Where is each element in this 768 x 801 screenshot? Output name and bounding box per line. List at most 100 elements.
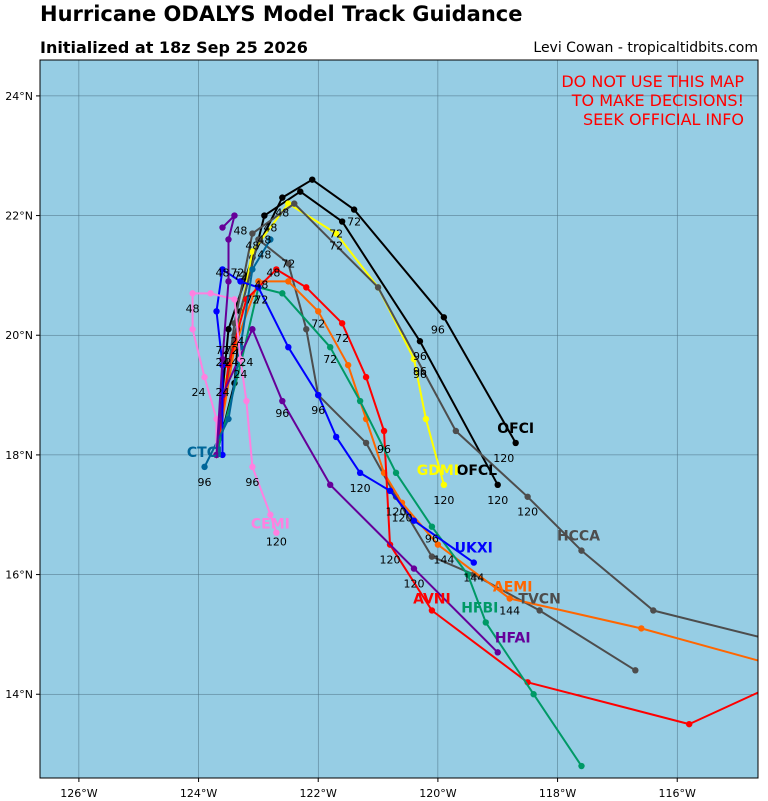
track-point-ofcl (494, 481, 501, 489)
credit-text: Levi Cowan - tropicaltidbits.com (533, 40, 758, 56)
model-label-ofcl: OFCL (456, 463, 497, 479)
model-label-aemi: AEMI (493, 580, 533, 596)
forecast-hour-label: 24 (215, 386, 229, 399)
track-point-cemi (189, 326, 196, 333)
forecast-hour-label: 48 (275, 207, 289, 220)
track-point-hfbi (392, 469, 400, 477)
forecast-hour-label: 48 (266, 266, 280, 279)
forecast-hour-label: 24 (215, 356, 229, 369)
track-point-gdmi (332, 230, 340, 237)
forecast-hour-label: 48 (215, 266, 229, 279)
model-label-gdmi: GDMI (417, 463, 459, 479)
lon-tick-label: 118°W (539, 787, 576, 800)
forecast-hour-label: 96 (413, 365, 427, 378)
track-point-tvcn (303, 326, 310, 333)
forecast-hour-label: 72 (329, 228, 343, 241)
track-point-aemi (434, 541, 442, 548)
track-point-tvcn (362, 439, 370, 447)
lon-tick-label: 116°W (659, 787, 696, 800)
forecast-hour-label: 48 (257, 234, 271, 247)
track-point-unnamed-12 (225, 236, 232, 243)
forecast-hour-label: 96 (425, 533, 439, 546)
track-point-ctci (201, 463, 208, 471)
forecast-hour-label: 24 (239, 356, 253, 369)
forecast-hour-label: 72 (230, 266, 244, 279)
forecast-hour-label: 96 (245, 476, 259, 489)
track-point-aemi (285, 278, 292, 285)
model-label-hfai: HFAI (495, 630, 531, 646)
forecast-hour-label: 144 (499, 604, 520, 617)
model-tracks (189, 176, 758, 770)
forecast-hour-label: 120 (386, 506, 407, 519)
track-point-ofcl (297, 188, 304, 195)
track-point-hcca (757, 636, 758, 639)
track-point-cemi (243, 397, 250, 405)
track-point-unnamed-12 (219, 355, 226, 363)
forecast-hour-label: 96 (413, 350, 427, 363)
model-label-avni: AVNI (413, 592, 451, 608)
forecast-hour-label: 48 (186, 302, 200, 315)
track-point-avni (757, 690, 758, 693)
forecast-hour-label: 72 (311, 317, 325, 330)
track-point-ctci (225, 415, 232, 423)
track-point-hfbi (326, 344, 334, 351)
track-point-avni (362, 373, 370, 381)
lat-tick-label: 16°N (5, 569, 33, 582)
track-point-ctci (267, 236, 274, 243)
track-point-cemi (201, 373, 208, 381)
track-point-avni (685, 720, 693, 728)
track-point-cemi (267, 511, 274, 518)
forecast-hour-label: 48 (257, 248, 271, 261)
track-point-ofci (440, 314, 448, 321)
track-point-tvcn (428, 553, 436, 560)
model-label-hcca: HCCA (557, 529, 600, 545)
track-point-cemi (237, 355, 244, 363)
forecast-hour-label: 24 (224, 356, 238, 369)
track-point-ofcl (261, 212, 268, 219)
track-point-hcca (524, 493, 531, 500)
track-point-hcca (650, 607, 657, 614)
track-point-ctci (249, 266, 256, 273)
forecast-hour-label: 120 (391, 512, 412, 525)
warning-line: TO MAKE DECISIONS! (571, 91, 744, 110)
lat-tick-label: 18°N (5, 449, 33, 462)
forecast-hour-label: 96 (198, 476, 212, 489)
track-point-tvcn (536, 607, 543, 614)
forecast-hour-label: 72 (254, 293, 268, 306)
track-point-ukxi (219, 266, 226, 273)
track-point-avni (380, 427, 388, 435)
track-point-hfai (494, 649, 501, 656)
forecast-hour-label: 48 (263, 222, 277, 235)
forecast-hour-label: 120 (487, 494, 508, 507)
track-point-ukxi (315, 391, 322, 399)
forecast-hour-label: 72 (245, 293, 259, 306)
track-point-ofci (309, 176, 316, 183)
track-point-aemi (315, 308, 322, 315)
track-point-hfbi (464, 571, 472, 578)
forecast-hour-label: 48 (254, 278, 268, 291)
track-point-gdmi (285, 200, 292, 207)
forecast-hour-label: 72 (215, 344, 229, 357)
track-point-cemi (189, 290, 196, 297)
axis-ticks: 126°W 124°W 122°W 120°W 118°W 116°W 14°N 16°N 18… (5, 90, 696, 800)
track-point-ukxi (285, 344, 292, 351)
forecast-hour-label: 120 (350, 482, 371, 495)
track-point-ukxi (470, 559, 477, 566)
track-point-avni (273, 266, 280, 273)
forecast-hour-label: 72 (281, 257, 295, 270)
track-point-ukxi (356, 469, 364, 477)
forecast-hour-label: 96 (431, 323, 445, 336)
lon-tick-label: 124°W (180, 787, 217, 800)
map-title: Hurricane ODALYS Model Track Guidance (40, 2, 523, 26)
model-label-tvcn: TVCN (518, 592, 560, 608)
lon-tick-label: 126°W (60, 787, 97, 800)
forecast-hour-label: 120 (433, 494, 454, 507)
track-point-hfai (410, 565, 418, 572)
lat-tick-label: 24°N (5, 90, 33, 103)
lon-tick-label: 120°W (419, 787, 456, 800)
track-line-ofci (215, 178, 517, 455)
track-point-cemi (231, 296, 238, 303)
track-point-hfbi (428, 523, 436, 530)
track-point-ukxi (255, 284, 262, 291)
